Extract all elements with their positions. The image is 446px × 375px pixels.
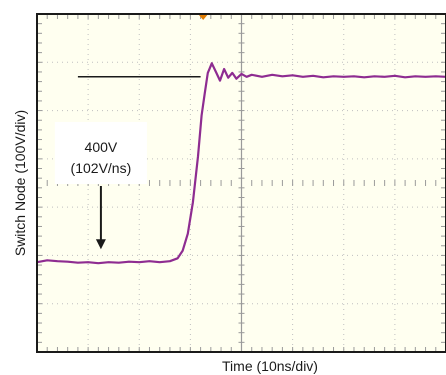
y-axis-label: Switch Node (100V/div): [12, 110, 28, 256]
annotation-slew-rate: (102V/ns): [71, 160, 132, 176]
switch-node-waveform: [36, 62, 446, 265]
annotation-box: [54, 121, 147, 184]
x-axis-label: Time (10ns/div): [222, 358, 318, 374]
annotation-voltage: 400V: [85, 139, 118, 155]
plot-border: [36, 13, 446, 353]
voltage-annotation: 400V (102V/ns): [54, 76, 201, 250]
trigger-marker: [198, 14, 209, 20]
arrow-down-head: [95, 239, 106, 250]
